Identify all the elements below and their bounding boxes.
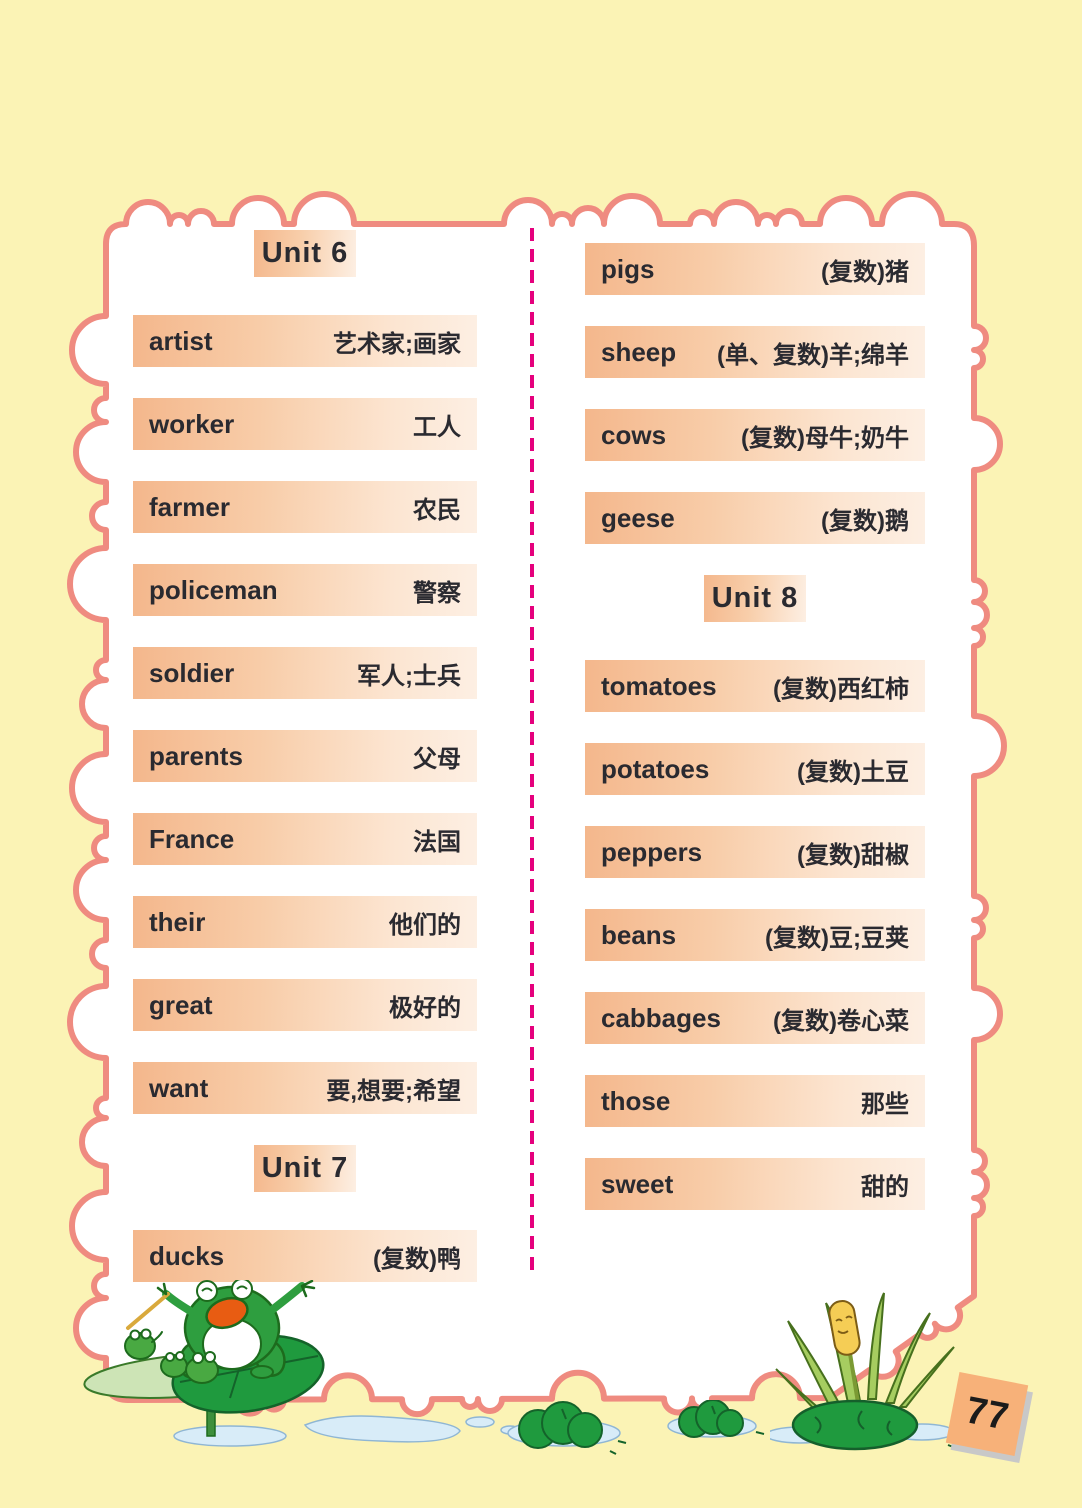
vocab-meaning: (复数)甜椒 bbox=[797, 841, 909, 869]
lily-pads-illustration bbox=[303, 1400, 765, 1455]
vocab-word: France bbox=[149, 823, 235, 854]
vocab-meaning: 父母 bbox=[413, 745, 461, 773]
vocab-row: parents 父母 bbox=[133, 730, 477, 782]
vocab-row: policeman 警察 bbox=[133, 564, 477, 616]
vocab-row: potatoes (复数)土豆 bbox=[585, 743, 925, 795]
vocab-meaning: 极好的 bbox=[389, 994, 461, 1022]
vocab-word: sweet bbox=[601, 1168, 674, 1199]
vocab-meaning: 要,想要;希望 bbox=[326, 1077, 461, 1105]
vocab-meaning: (复数)鹅 bbox=[821, 507, 909, 535]
vocab-word: soldier bbox=[149, 657, 235, 688]
vocab-meaning: (复数)猪 bbox=[821, 258, 909, 286]
vocab-meaning: (复数)鸭 bbox=[373, 1245, 461, 1273]
vocab-meaning: (单、复数)羊;绵羊 bbox=[717, 341, 909, 369]
vocab-word: pigs bbox=[601, 253, 655, 284]
vocab-row: worker 工人 bbox=[133, 398, 477, 450]
vocab-meaning: (复数)西红柿 bbox=[773, 675, 909, 703]
vocab-word: potatoes bbox=[601, 753, 710, 784]
unit-header: Unit 7 bbox=[254, 1145, 356, 1192]
right-column: pigs (复数)猪 sheep (单、复数)羊;绵羊 cows (复数)母牛;… bbox=[585, 243, 925, 1241]
vocab-row: France 法国 bbox=[133, 813, 477, 865]
vocab-row: great 极好的 bbox=[133, 979, 477, 1031]
vocab-word: great bbox=[149, 989, 213, 1020]
vocab-row: soldier 军人;士兵 bbox=[133, 647, 477, 699]
vocab-word: their bbox=[149, 906, 206, 937]
vocab-meaning: 法国 bbox=[413, 828, 461, 856]
vocab-meaning: 那些 bbox=[861, 1090, 909, 1118]
vocab-row: sweet 甜的 bbox=[585, 1158, 925, 1210]
vocab-row: their 他们的 bbox=[133, 896, 477, 948]
vocab-row: ducks (复数)鸭 bbox=[133, 1230, 477, 1282]
vocab-meaning: 他们的 bbox=[389, 911, 461, 939]
page-number-card: 77 bbox=[945, 1371, 1029, 1457]
vocab-word: sheep bbox=[601, 336, 677, 367]
vocab-word: cabbages bbox=[601, 1002, 721, 1033]
vocab-word: worker bbox=[149, 408, 235, 439]
vocab-meaning: (复数)豆;豆荚 bbox=[765, 924, 909, 952]
vocab-word: policeman bbox=[149, 574, 278, 605]
vocab-row: beans (复数)豆;豆荚 bbox=[585, 909, 925, 961]
vocab-row: tomatoes (复数)西红柿 bbox=[585, 660, 925, 712]
unit-header: Unit 8 bbox=[704, 575, 806, 622]
cattail-plant-illustration bbox=[770, 1292, 971, 1451]
vocab-row: cows (复数)母牛;奶牛 bbox=[585, 409, 925, 461]
vocab-meaning: 工人 bbox=[413, 413, 461, 441]
vocab-meaning: 甜的 bbox=[861, 1173, 909, 1201]
vocab-word: peppers bbox=[601, 836, 703, 867]
vocab-word: tomatoes bbox=[601, 670, 717, 701]
frog-conductor-illustration bbox=[83, 1280, 325, 1447]
vocab-meaning: 警察 bbox=[413, 579, 461, 607]
vocab-meaning: 艺术家;画家 bbox=[333, 330, 461, 358]
left-column: Unit 6 artist 艺术家;画家 worker 工人 farmer 农民… bbox=[133, 230, 477, 1313]
vocab-row: geese (复数)鹅 bbox=[585, 492, 925, 544]
vocab-word: artist bbox=[149, 325, 213, 356]
vocab-row: want 要,想要;希望 bbox=[133, 1062, 477, 1114]
vocab-word: those bbox=[601, 1085, 671, 1116]
vocab-row: cabbages (复数)卷心菜 bbox=[585, 992, 925, 1044]
vocab-row: pigs (复数)猪 bbox=[585, 243, 925, 295]
vocab-word: beans bbox=[601, 919, 677, 950]
vocab-word: cows bbox=[601, 419, 667, 450]
vocab-word: want bbox=[149, 1072, 209, 1103]
vocab-row: farmer 农民 bbox=[133, 481, 477, 533]
vocab-row: sheep (单、复数)羊;绵羊 bbox=[585, 326, 925, 378]
vocab-word: parents bbox=[149, 740, 243, 771]
vocab-word: ducks bbox=[149, 1240, 225, 1271]
vocab-row: peppers (复数)甜椒 bbox=[585, 826, 925, 878]
column-divider bbox=[530, 228, 534, 1272]
vocab-meaning: (复数)母牛;奶牛 bbox=[741, 424, 909, 452]
vocab-word: geese bbox=[601, 502, 675, 533]
vocab-row: artist 艺术家;画家 bbox=[133, 315, 477, 367]
vocab-meaning: 农民 bbox=[413, 496, 461, 524]
vocab-meaning: 军人;士兵 bbox=[357, 662, 461, 690]
vocab-meaning: (复数)卷心菜 bbox=[773, 1007, 909, 1035]
unit-header: Unit 6 bbox=[254, 230, 356, 277]
vocab-word: farmer bbox=[149, 491, 230, 522]
page-number: 77 bbox=[962, 1388, 1012, 1439]
vocab-meaning: (复数)土豆 bbox=[797, 758, 909, 786]
vocab-row: those 那些 bbox=[585, 1075, 925, 1127]
